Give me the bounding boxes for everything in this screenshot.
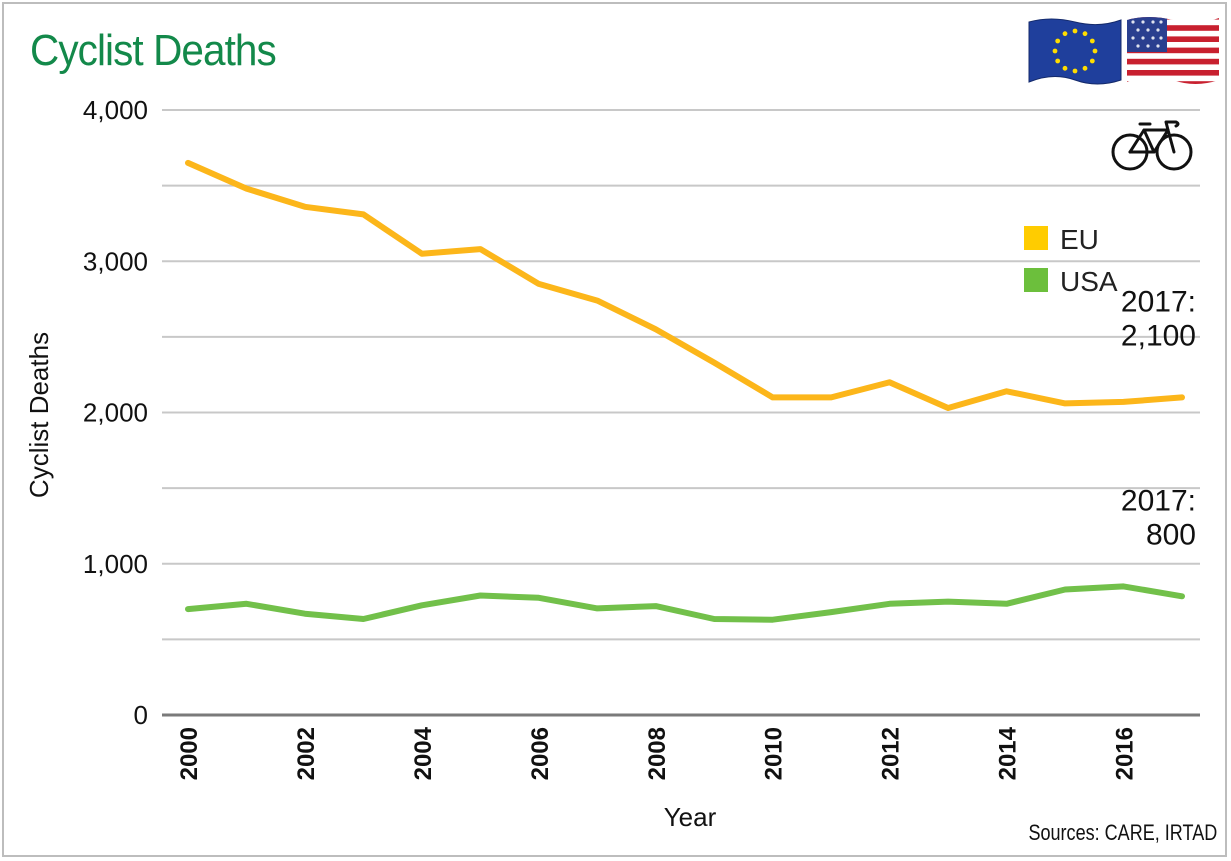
data-point-eu bbox=[360, 211, 366, 217]
data-point-eu bbox=[1179, 394, 1185, 400]
data-point-usa bbox=[1004, 601, 1010, 607]
legend-label-eu: EU bbox=[1060, 224, 1099, 255]
data-point-eu bbox=[1121, 399, 1127, 405]
data-point-eu bbox=[945, 405, 951, 411]
x-tick-label: 2016 bbox=[1112, 727, 1139, 780]
data-point-eu bbox=[653, 326, 659, 332]
data-point-usa bbox=[419, 602, 425, 608]
x-tick-labels: 2000 2002 2004 2006 2008 2010 2012 2014 2016 bbox=[176, 726, 1139, 780]
data-point-usa bbox=[828, 609, 834, 615]
data-point-eu bbox=[711, 360, 717, 366]
us-flag-icon bbox=[1127, 17, 1219, 84]
data-point-eu bbox=[1062, 400, 1068, 406]
data-point-usa bbox=[1179, 593, 1185, 599]
x-tick-label: 2002 bbox=[293, 727, 320, 780]
data-point-eu bbox=[243, 186, 249, 192]
x-tick-label: 2010 bbox=[761, 727, 788, 780]
y-axis-label: Cyclist Deaths bbox=[24, 332, 54, 498]
legend-swatch-usa bbox=[1024, 268, 1048, 292]
data-point-usa bbox=[711, 616, 717, 622]
chart-title: Cyclist Deaths bbox=[30, 26, 277, 75]
legend-swatch-eu bbox=[1024, 226, 1048, 250]
data-point-eu bbox=[536, 281, 542, 287]
gridlines bbox=[162, 109, 1200, 641]
data-point-usa bbox=[302, 611, 308, 617]
data-point-usa bbox=[243, 601, 249, 607]
annotation-value: 800 bbox=[1146, 518, 1196, 551]
data-point-eu bbox=[594, 298, 600, 304]
x-tick-label: 2014 bbox=[995, 726, 1022, 780]
data-point-eu bbox=[770, 394, 776, 400]
y-tick-label: 2,000 bbox=[83, 398, 148, 428]
annotation-label: 2017: bbox=[1121, 285, 1196, 318]
x-tick-label: 2008 bbox=[644, 727, 671, 780]
x-axis-label: Year bbox=[664, 802, 717, 832]
data-point-eu bbox=[1004, 388, 1010, 394]
y-tick-label: 3,000 bbox=[83, 246, 148, 276]
data-point-usa bbox=[770, 617, 776, 623]
data-point-usa bbox=[360, 616, 366, 622]
data-point-usa bbox=[477, 593, 483, 599]
legend: EU USA bbox=[1024, 224, 1118, 297]
y-tick-labels: 0 1,000 2,000 3,000 4,000 bbox=[83, 95, 148, 730]
data-point-eu bbox=[887, 379, 893, 385]
series-line-usa bbox=[185, 583, 1185, 623]
bicycle-icon bbox=[1111, 120, 1193, 171]
y-tick-label: 1,000 bbox=[83, 549, 148, 579]
eu-flag-icon bbox=[1028, 18, 1122, 85]
data-point-usa bbox=[945, 599, 951, 605]
y-tick-label: 4,000 bbox=[83, 95, 148, 125]
data-point-eu bbox=[185, 160, 191, 166]
legend-label-usa: USA bbox=[1060, 266, 1118, 297]
series-line-eu bbox=[185, 159, 1185, 411]
data-point-usa bbox=[887, 601, 893, 607]
x-tick-label: 2004 bbox=[410, 726, 437, 780]
y-tick-label: 0 bbox=[134, 700, 148, 730]
x-tick-label: 2000 bbox=[176, 727, 203, 780]
x-tick-label: 2012 bbox=[878, 727, 905, 780]
data-point-eu bbox=[477, 246, 483, 252]
data-point-eu bbox=[828, 394, 834, 400]
data-point-usa bbox=[1062, 586, 1068, 592]
data-point-usa bbox=[653, 603, 659, 609]
source-note: Sources: CARE, IRTAD bbox=[1028, 820, 1217, 845]
data-point-usa bbox=[594, 605, 600, 611]
series-lines bbox=[185, 159, 1185, 623]
annotation-label: 2017: bbox=[1121, 484, 1196, 517]
data-point-usa bbox=[185, 606, 191, 612]
data-point-usa bbox=[536, 595, 542, 601]
x-tick-label: 2006 bbox=[527, 727, 554, 780]
data-point-eu bbox=[419, 251, 425, 257]
data-point-eu bbox=[302, 204, 308, 210]
data-point-usa bbox=[1121, 583, 1127, 589]
annotation-value: 2,100 bbox=[1121, 319, 1196, 352]
